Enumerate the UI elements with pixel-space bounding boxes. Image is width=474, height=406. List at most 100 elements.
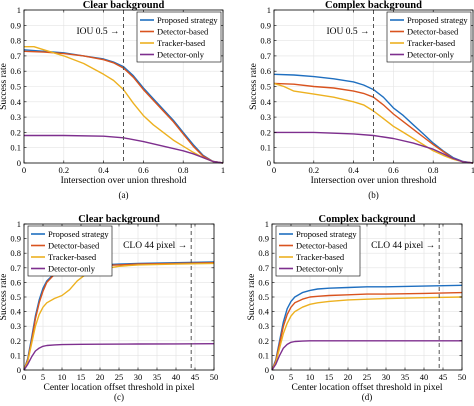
legend-label: Tracker-based	[157, 38, 206, 48]
y-tick-label: 1	[267, 5, 271, 15]
x-tick-label: 30	[382, 372, 391, 382]
y-axis-label: Success rate	[0, 274, 9, 321]
x-tick-label: 1	[471, 165, 474, 175]
y-tick-label: 0.2	[10, 127, 21, 137]
x-tick-label: 15	[77, 372, 86, 382]
y-tick-label: 0.2	[260, 127, 271, 137]
panel-caption: (c)	[114, 392, 124, 402]
legend-label: Detector-based	[157, 27, 209, 37]
y-tick-label: 0	[265, 365, 269, 375]
y-tick-label: 0.4	[10, 307, 21, 317]
series-line-detector-only	[23, 343, 215, 371]
x-tick-label: 1	[221, 165, 225, 175]
chart-panel: 0 5 10 15 20 25 30 35 40 45 50 0 0.1 0.2 0.3 0.4 0.5 0.6 0…	[0, 214, 218, 402]
y-tick-label: 0.4	[258, 307, 269, 317]
series-line-detector-based	[273, 82, 474, 164]
legend-label: Detector-based	[48, 241, 100, 251]
y-tick-label: 0	[267, 158, 271, 168]
threshold-label-text: IOU 0.5	[76, 27, 107, 37]
chart-panel: 0 5 10 15 20 25 30 35 40 45 50 0 0.1 0.2 0.3 0.4 0.5 0.6 0…	[247, 214, 466, 402]
x-tick-label: 0.6	[138, 165, 149, 175]
x-tick-label: 10	[306, 372, 315, 382]
chart-title: Complex background	[319, 214, 416, 225]
x-tick-label: 15	[325, 372, 334, 382]
series-line-tracker-based	[273, 82, 474, 164]
threshold-label-text: CLO 44 pixel	[123, 241, 176, 251]
legend-label: Detector-based	[296, 241, 348, 251]
y-tick-label: 0.6	[10, 66, 21, 76]
x-axis-label: Center location offset threshold in pixe…	[44, 382, 195, 393]
series-line-tracker-based	[23, 262, 215, 371]
series-line-detector-only	[24, 134, 224, 164]
y-tick-label: 0.5	[260, 82, 271, 92]
chart-title: Clear background	[78, 214, 160, 225]
y-axis-label: Success rate	[249, 63, 259, 110]
y-tick-label: 0.9	[10, 20, 21, 30]
y-tick-label: 0.6	[10, 277, 21, 287]
x-tick-label: 0	[22, 165, 26, 175]
chart-panel: 0 0.2 0.4 0.6 0.8 1 0 0.1 0.2 0.3 0.4 0.5 0.6 0.7 0.8 0…	[0, 0, 225, 200]
y-tick-label: 0.3	[10, 321, 21, 331]
x-tick-label: 0.4	[348, 165, 359, 175]
x-tick-label: 10	[58, 372, 67, 382]
x-tick-label: 0.6	[388, 165, 399, 175]
y-axis-label: Success rate	[0, 63, 9, 110]
threshold-label: CLO 44 pixel →	[371, 241, 435, 251]
x-tick-label: 0.8	[428, 165, 439, 175]
x-tick-label: 20	[96, 372, 105, 382]
x-tick-label: 40	[420, 372, 429, 382]
y-tick-label: 0.2	[10, 336, 21, 346]
y-tick-label: 0.6	[260, 66, 271, 76]
x-tick-label: 0.2	[58, 165, 69, 175]
threshold-arrow: →	[423, 241, 435, 251]
legend-label: Proposed strategy	[407, 15, 468, 25]
x-tick-label: 0	[270, 372, 274, 382]
x-tick-label: 30	[134, 372, 143, 382]
series-line-detector-based	[23, 50, 224, 164]
threshold-label: CLO 44 pixel →	[123, 241, 187, 251]
y-tick-label: 0.1	[10, 350, 21, 360]
series-line-detector-only	[274, 131, 474, 164]
legend-label: Tracker-based	[407, 38, 456, 48]
chart-title: Clear background	[83, 0, 165, 11]
x-tick-label: 35	[401, 372, 410, 382]
y-tick-label: 1	[17, 219, 21, 229]
x-tick-label: 50	[458, 372, 467, 382]
x-tick-label: 20	[344, 372, 353, 382]
threshold-label: IOU 0.5 →	[326, 27, 369, 37]
threshold-arrow: →	[175, 241, 187, 251]
y-tick-label: 0.7	[258, 263, 269, 273]
legend-label: Detector-based	[407, 27, 459, 37]
y-tick-label: 0.7	[10, 51, 21, 61]
legend-label: Proposed strategy	[157, 15, 218, 25]
panel-caption: (d)	[362, 392, 373, 402]
legend-label: Detector-only	[48, 264, 96, 274]
legend-label: Proposed strategy	[48, 229, 109, 239]
y-tick-label: 0.4	[10, 97, 21, 107]
y-tick-label: 0.3	[260, 112, 271, 122]
y-tick-label: 0.1	[260, 143, 271, 153]
threshold-label: IOU 0.5 →	[76, 27, 119, 37]
y-tick-label: 0.5	[258, 292, 269, 302]
x-tick-label: 5	[41, 372, 45, 382]
y-tick-label: 0.8	[10, 248, 21, 258]
series-line-proposed-strategy	[271, 284, 463, 371]
y-tick-label: 0.7	[10, 263, 21, 273]
legend-label: Proposed strategy	[296, 229, 357, 239]
x-tick-label: 0.4	[98, 165, 109, 175]
y-tick-label: 0.8	[258, 248, 269, 258]
y-tick-label: 1	[17, 5, 21, 15]
y-tick-label: 0	[17, 158, 21, 168]
series-line-tracker-based	[24, 46, 224, 164]
y-tick-label: 0.2	[258, 336, 269, 346]
y-axis-label: Success rate	[247, 274, 257, 321]
y-tick-label: 0.5	[10, 292, 21, 302]
x-tick-label: 0.2	[308, 165, 319, 175]
series-line-detector-based	[271, 291, 463, 371]
y-tick-label: 0	[17, 365, 21, 375]
legend-label: Detector-only	[407, 50, 455, 60]
chart-title: Complex background	[325, 0, 422, 11]
x-tick-label: 0	[272, 165, 276, 175]
legend-label: Tracker-based	[296, 252, 345, 262]
